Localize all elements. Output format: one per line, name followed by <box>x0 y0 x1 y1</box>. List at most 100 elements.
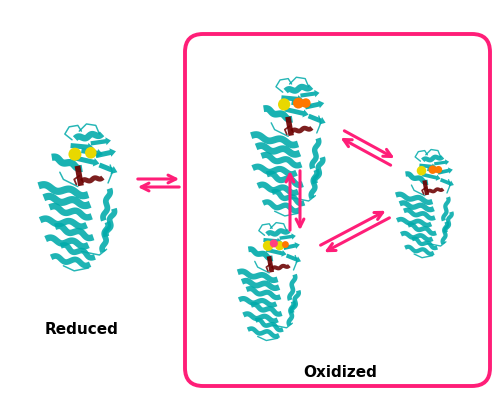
Polygon shape <box>260 152 302 168</box>
Polygon shape <box>100 188 113 221</box>
Polygon shape <box>283 242 300 250</box>
Circle shape <box>282 241 289 248</box>
Polygon shape <box>266 248 286 257</box>
Circle shape <box>263 240 274 251</box>
Polygon shape <box>51 154 83 172</box>
Polygon shape <box>237 269 279 283</box>
Polygon shape <box>412 236 438 250</box>
Circle shape <box>275 241 284 250</box>
Polygon shape <box>247 326 280 339</box>
Polygon shape <box>421 154 444 162</box>
Polygon shape <box>286 254 301 263</box>
Polygon shape <box>266 256 274 273</box>
Circle shape <box>85 147 96 158</box>
Polygon shape <box>42 193 92 209</box>
Polygon shape <box>284 84 313 94</box>
Polygon shape <box>398 200 435 212</box>
Polygon shape <box>312 156 326 184</box>
Polygon shape <box>422 180 429 195</box>
Polygon shape <box>308 169 320 199</box>
Polygon shape <box>252 164 298 177</box>
Polygon shape <box>96 148 116 158</box>
Polygon shape <box>266 228 290 237</box>
Polygon shape <box>304 100 324 109</box>
Polygon shape <box>291 100 312 109</box>
Polygon shape <box>426 187 444 193</box>
Polygon shape <box>271 264 290 270</box>
Polygon shape <box>241 278 280 291</box>
Polygon shape <box>280 233 296 240</box>
Polygon shape <box>238 296 278 308</box>
Polygon shape <box>266 170 304 188</box>
Text: Reduced: Reduced <box>45 322 119 338</box>
Polygon shape <box>48 203 93 220</box>
Circle shape <box>293 98 304 109</box>
Polygon shape <box>405 171 428 185</box>
Polygon shape <box>285 116 294 136</box>
Polygon shape <box>440 221 449 245</box>
Polygon shape <box>427 167 444 174</box>
Polygon shape <box>80 175 104 183</box>
Polygon shape <box>404 245 434 256</box>
Polygon shape <box>99 221 111 253</box>
Polygon shape <box>308 114 326 125</box>
Polygon shape <box>396 217 432 228</box>
Circle shape <box>301 98 310 108</box>
Polygon shape <box>281 95 303 103</box>
Polygon shape <box>250 131 299 148</box>
Polygon shape <box>395 191 433 205</box>
Polygon shape <box>38 181 90 199</box>
Polygon shape <box>441 197 450 221</box>
Circle shape <box>68 148 82 161</box>
Circle shape <box>270 239 278 248</box>
Polygon shape <box>264 238 282 245</box>
Polygon shape <box>287 274 298 301</box>
Polygon shape <box>81 148 103 158</box>
Polygon shape <box>422 173 440 181</box>
Polygon shape <box>103 208 118 237</box>
Polygon shape <box>256 181 300 196</box>
Polygon shape <box>290 126 314 133</box>
Polygon shape <box>400 231 434 242</box>
Polygon shape <box>44 234 90 250</box>
Polygon shape <box>74 155 100 166</box>
Polygon shape <box>74 166 84 186</box>
Polygon shape <box>284 107 308 117</box>
Polygon shape <box>60 242 96 261</box>
Polygon shape <box>70 143 94 152</box>
Polygon shape <box>419 164 436 170</box>
Polygon shape <box>310 137 322 169</box>
Polygon shape <box>440 178 454 186</box>
Polygon shape <box>272 242 289 250</box>
Polygon shape <box>98 163 117 174</box>
Polygon shape <box>255 142 301 158</box>
Circle shape <box>70 149 81 160</box>
Text: Oxidized: Oxidized <box>303 365 377 380</box>
Polygon shape <box>39 215 88 230</box>
Polygon shape <box>444 211 454 233</box>
Polygon shape <box>407 222 437 236</box>
Polygon shape <box>286 300 296 326</box>
Polygon shape <box>54 222 94 241</box>
Polygon shape <box>250 302 282 317</box>
Polygon shape <box>246 286 282 300</box>
Circle shape <box>428 166 437 174</box>
Circle shape <box>416 166 426 176</box>
Polygon shape <box>50 253 92 268</box>
Polygon shape <box>434 159 449 166</box>
Polygon shape <box>254 318 284 332</box>
Circle shape <box>435 166 442 174</box>
Circle shape <box>278 98 290 111</box>
Polygon shape <box>262 199 301 214</box>
Polygon shape <box>438 168 453 175</box>
Polygon shape <box>263 105 293 123</box>
Polygon shape <box>242 311 279 324</box>
Polygon shape <box>300 90 320 98</box>
Polygon shape <box>290 290 301 314</box>
Polygon shape <box>271 189 305 206</box>
Polygon shape <box>403 208 436 221</box>
Circle shape <box>86 148 97 158</box>
Polygon shape <box>248 246 273 261</box>
Polygon shape <box>73 131 104 142</box>
Polygon shape <box>90 137 111 146</box>
